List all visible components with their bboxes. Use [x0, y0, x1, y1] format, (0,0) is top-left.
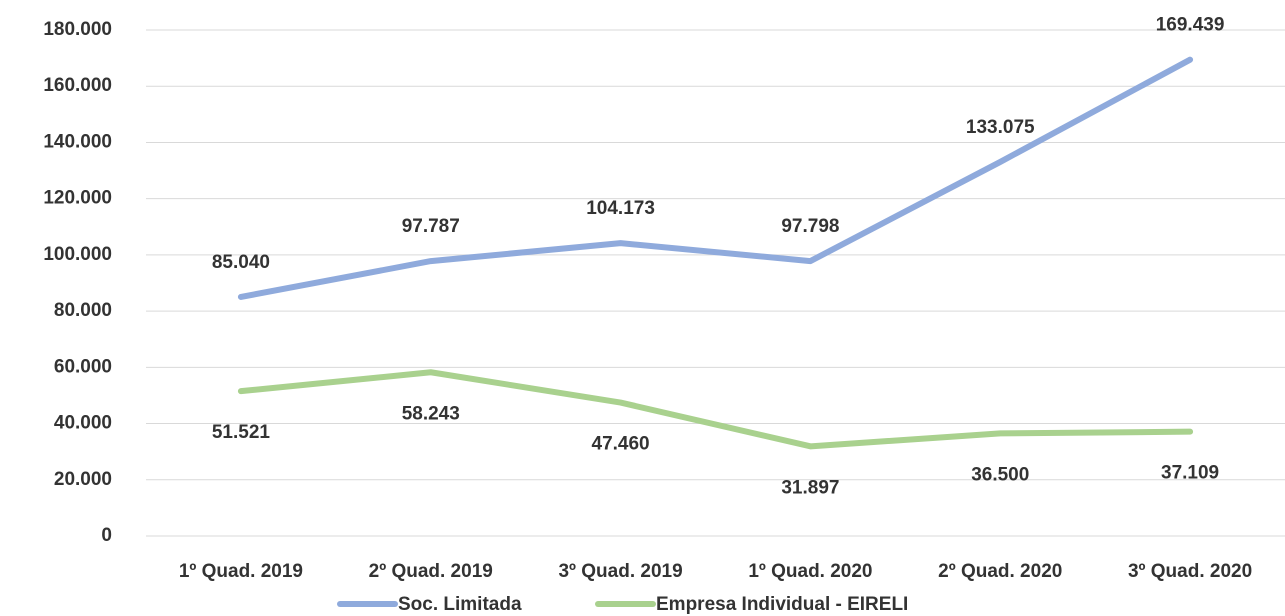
data-label: 97.787: [402, 216, 460, 237]
data-label: 31.897: [781, 477, 839, 498]
x-tick-label: 2º Quad. 2020: [938, 561, 1062, 582]
x-tick-label: 2º Quad. 2019: [369, 561, 493, 582]
y-tick-label: 20.000: [54, 469, 112, 490]
legend-label: Empresa Individual - EIRELI: [656, 594, 908, 615]
x-tick-label: 1º Quad. 2020: [748, 561, 872, 582]
y-tick-label: 60.000: [54, 356, 112, 377]
y-tick-label: 80.000: [54, 300, 112, 321]
legend-label: Soc. Limitada: [398, 594, 522, 615]
y-tick-label: 0: [101, 525, 112, 546]
y-tick-label: 140.000: [43, 131, 112, 152]
data-label: 133.075: [966, 117, 1035, 138]
data-label: 104.173: [586, 198, 655, 219]
data-label: 85.040: [212, 252, 270, 273]
data-label: 97.798: [781, 216, 839, 237]
y-tick-label: 180.000: [43, 19, 112, 40]
data-label: 37.109: [1161, 463, 1219, 484]
data-label: 58.243: [402, 403, 460, 424]
y-tick-label: 120.000: [43, 188, 112, 209]
x-tick-label: 3º Quad. 2019: [558, 561, 682, 582]
data-label: 169.439: [1156, 15, 1225, 36]
data-label: 36.500: [971, 464, 1029, 485]
y-tick-label: 40.000: [54, 413, 112, 434]
series-line: [237, 369, 1194, 450]
y-tick-label: 100.000: [43, 244, 112, 265]
x-tick-label: 3º Quad. 2020: [1128, 561, 1252, 582]
data-label: 47.460: [592, 434, 650, 455]
data-label: 51.521: [212, 422, 271, 443]
x-tick-label: 1º Quad. 2019: [179, 561, 303, 582]
series-line: [237, 56, 1194, 300]
y-tick-label: 160.000: [43, 75, 112, 96]
